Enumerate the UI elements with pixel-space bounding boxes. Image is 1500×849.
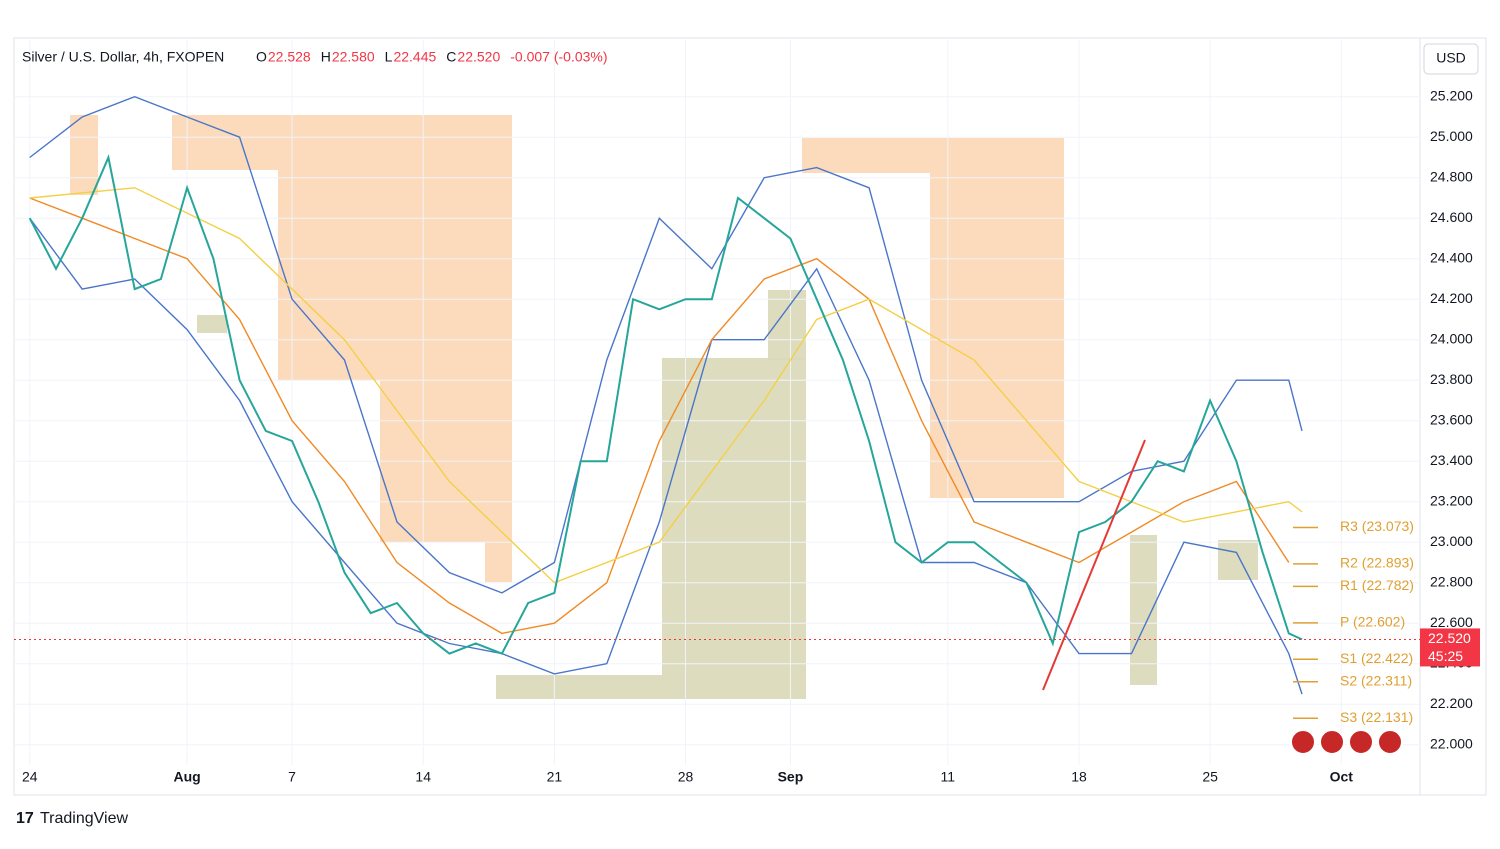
y-tick-label: 25.200 (1430, 87, 1473, 103)
currency[interactable]: USD (1436, 50, 1466, 66)
y-tick-label: 23.800 (1430, 371, 1473, 387)
ohlc-legend: O 22.528 H 22.580 L 22.445 C 22.520 -0.007 (-0.0… (256, 49, 608, 65)
last-price-box (1420, 628, 1480, 667)
zone (70, 115, 98, 195)
y-tick-label: 24.800 (1430, 168, 1473, 184)
pivot-label: R3 (23.073) (1340, 518, 1414, 534)
zone (485, 542, 512, 582)
change: -0.007 (-0.03%) (510, 49, 607, 65)
flag[interactable] (1319, 729, 1345, 755)
grid (14, 40, 1420, 765)
series-line (29, 217, 1303, 695)
ohlc-value: 22.520 (457, 49, 500, 65)
pivot-label: S1 (22.422) (1340, 650, 1413, 666)
series-line (29, 95, 1303, 594)
ohlc-key: O (256, 49, 267, 65)
flag[interactable] (1290, 729, 1316, 755)
plot (28, 95, 1303, 695)
y-tick-label: 24.200 (1430, 290, 1473, 306)
zone (278, 170, 512, 380)
x-tick-label: 7 (288, 769, 296, 785)
pivot-label: S3 (22.131) (1340, 709, 1413, 725)
flag[interactable] (1348, 729, 1374, 755)
pivot-label: P (22.602) (1340, 614, 1405, 630)
zone (1218, 540, 1258, 580)
zone (172, 115, 512, 170)
x-tick-label: Sep (778, 769, 804, 785)
x-tick-label: Aug (174, 769, 201, 785)
x-tick-label: 14 (415, 769, 431, 785)
y-tick-label: 25.000 (1430, 128, 1473, 144)
currency-button[interactable] (1423, 43, 1479, 75)
y-tick-label: 22.600 (1430, 614, 1473, 630)
countdown: 45:25 (1428, 648, 1463, 664)
pivot-label: R1 (22.782) (1340, 577, 1414, 593)
x-tick-label: 25 (1202, 769, 1218, 785)
zones (70, 115, 1258, 699)
ohlc-key: C (446, 49, 456, 65)
zone (768, 290, 806, 360)
x-tick-label: 28 (678, 769, 694, 785)
series-line (28, 154, 1303, 655)
x-tick-label: Oct (1330, 769, 1354, 785)
y-tick-label: 24.400 (1430, 249, 1473, 265)
pivot-label: S2 (22.311) (1340, 672, 1412, 688)
ohlc-value: 22.580 (332, 49, 375, 65)
last-price-label: 22.520 (1428, 630, 1471, 646)
trend-line (1042, 439, 1146, 691)
series-line (29, 197, 1290, 635)
y-tick-label: 23.000 (1430, 533, 1473, 549)
y-tick-label: 23.600 (1430, 411, 1473, 427)
series-line (29, 187, 1303, 584)
y-tick-label: 23.400 (1430, 452, 1473, 468)
zone (496, 675, 806, 699)
x-tick-label: 11 (941, 769, 956, 785)
y-tick-label: 22.800 (1430, 573, 1473, 589)
event-flags (1290, 729, 1403, 755)
y-tick-label: 22.000 (1430, 735, 1473, 751)
ohlc-key: H (321, 49, 331, 65)
y-tick-label: 23.200 (1430, 492, 1473, 508)
zone (802, 138, 1064, 173)
y-tick-label: 24.600 (1430, 209, 1473, 225)
zone (197, 315, 227, 333)
y-tick-label: 24.000 (1430, 330, 1473, 346)
x-tick-label: 21 (547, 769, 563, 785)
x-tick-label: 24 (22, 769, 38, 785)
x-tick-label: 18 (1071, 769, 1087, 785)
zone (1130, 535, 1157, 685)
chart-title: Silver / U.S. Dollar, 4h, FXOPEN (22, 49, 224, 65)
pivot-label: R2 (22.893) (1340, 555, 1414, 571)
flag[interactable] (1377, 729, 1403, 755)
ohlc-value: 22.528 (268, 49, 311, 65)
brand: TradingView (40, 810, 128, 827)
zone (662, 358, 806, 675)
ohlc-value: 22.445 (393, 49, 436, 65)
ohlc-key: L (385, 49, 393, 65)
y-tick-label: 22.200 (1430, 695, 1473, 711)
brand-logo: 17 (16, 810, 34, 827)
zone (930, 173, 1064, 498)
